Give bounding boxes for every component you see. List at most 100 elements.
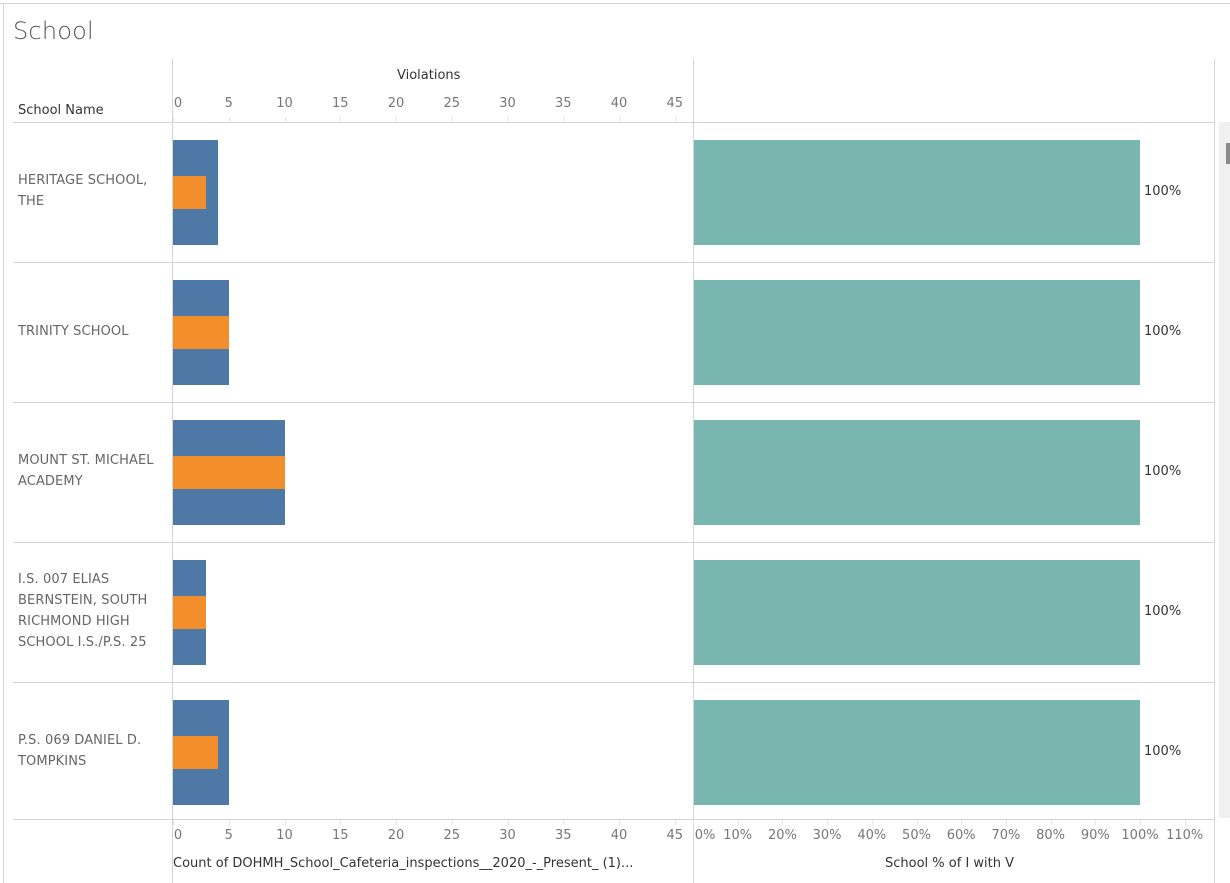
violations-bar[interactable] [173,456,285,489]
percent-tick-mark [961,820,963,825]
violations-bar[interactable] [173,316,229,349]
percent-value-label: 100% [1144,464,1182,479]
percent-bar[interactable] [694,140,1140,245]
count-tick-mark [396,820,397,825]
count-tick-mark [451,820,453,825]
count-tick-mark [674,820,676,825]
count-tick-mark [619,820,620,825]
violations-tick-label: 15 [331,96,349,111]
percent-tick-label: 20% [767,828,797,843]
violations-bar[interactable] [173,176,207,209]
violations-tick-mark [619,117,620,122]
percent-tick-mark [916,820,918,825]
frame-left-border [3,3,4,883]
violations-tick-mark [563,117,565,122]
left-pane-divider [172,59,173,883]
violations-tick-mark [451,117,453,122]
percent-tick-label: 60% [946,828,976,843]
count-axis-title: Count of DOHMH_School_Cafeteria_inspecti… [173,856,634,871]
percent-tick-label: 40% [857,828,887,843]
percent-tick-mark [1140,820,1141,825]
percent-bar[interactable] [694,560,1140,665]
violations-axis-title: Violations [397,68,461,83]
percent-tick-label: 70% [991,828,1021,843]
violations-tick-mark [396,117,397,122]
count-tick-label: 20 [387,828,405,843]
violations-tick-label: 5 [224,96,233,111]
row-dimension-header[interactable]: School Name [18,103,104,118]
count-tick-label: 25 [443,828,461,843]
percent-tick-mark [693,820,694,825]
row-separator [13,262,1214,263]
percent-bar[interactable] [694,280,1140,385]
percent-tick-label: 100% [1121,828,1159,843]
count-tick-label: 45 [666,828,684,843]
scrollbar-thumb[interactable] [1226,143,1230,164]
right-pane-divider [1214,59,1215,883]
school-name-label[interactable]: HERITAGE SCHOOL, THE [18,173,148,209]
percent-tick-mark [1005,820,1007,825]
violations-tick-mark [228,117,230,122]
count-tick-mark [284,820,286,825]
violations-tick-label: 10 [276,96,293,111]
violations-tick-mark [284,117,286,122]
school-name-label[interactable]: P.S. 069 DANIEL D. TOMPKINS [18,733,142,769]
violations-tick-mark [173,117,174,122]
percent-axis-title: School % of I with V [885,856,1015,871]
percent-tick-label: 50% [902,828,931,843]
percent-tick-mark [1184,820,1186,825]
violations-tick-label: 20 [387,96,405,111]
violations-bar[interactable] [173,736,218,769]
violations-tick-label: 25 [443,96,461,111]
count-tick-label: 35 [554,828,572,843]
count-tick-label: 15 [331,828,349,843]
count-tick-mark [228,820,230,825]
count-tick-label: 10 [276,828,293,843]
percent-tick-label: 110% [1166,828,1204,843]
percent-tick-mark [871,820,873,825]
percent-tick-label: 80% [1036,828,1066,843]
percent-bar[interactable] [694,420,1140,525]
middle-pane-divider [693,59,694,883]
row-separator [13,819,1214,820]
violations-tick-label: 0 [173,96,183,111]
count-tick-label: 30 [499,828,516,843]
percent-tick-label: 90% [1080,828,1110,843]
violations-tick-label: 40 [610,96,628,111]
percent-tick-mark [1050,820,1052,825]
violations-bar[interactable] [173,596,207,629]
school-name-label[interactable]: MOUNT ST. MICHAEL ACADEMY [18,453,154,489]
percent-tick-mark [1095,820,1097,825]
school-name-label[interactable]: I.S. 007 ELIAS BERNSTEIN, SOUTH RICHMOND… [18,572,148,650]
count-tick-mark [173,820,174,825]
percent-value-label: 100% [1144,744,1182,759]
violations-tick-mark [674,117,676,122]
percent-tick-mark [737,820,739,825]
count-tick-label: 40 [610,828,628,843]
percent-tick-mark [827,820,829,825]
count-tick-label: 0 [173,828,183,843]
count-tick-label: 5 [224,828,233,843]
frame-top-border [0,3,1230,4]
violations-tick-label: 45 [666,96,684,111]
violations-tick-label: 30 [499,96,516,111]
percent-tick-mark [782,820,784,825]
percent-tick-label: 30% [812,828,842,843]
percent-value-label: 100% [1144,184,1182,199]
row-separator [13,402,1214,403]
violations-tick-label: 35 [554,96,572,111]
count-tick-mark [507,820,509,825]
percent-tick-label: 0% [694,828,716,843]
row-separator [13,682,1214,683]
school-name-label[interactable]: TRINITY SCHOOL [18,323,129,339]
percent-value-label: 100% [1144,604,1182,619]
vertical-scrollbar[interactable] [1219,122,1230,818]
percent-bar[interactable] [694,700,1140,805]
violations-tick-mark [507,117,509,122]
sheet-title: School [13,17,94,45]
violations-tick-mark [340,117,342,122]
count-tick-mark [340,820,342,825]
row-separator [13,542,1214,543]
row-separator [13,122,1214,123]
percent-tick-label: 10% [723,828,753,843]
